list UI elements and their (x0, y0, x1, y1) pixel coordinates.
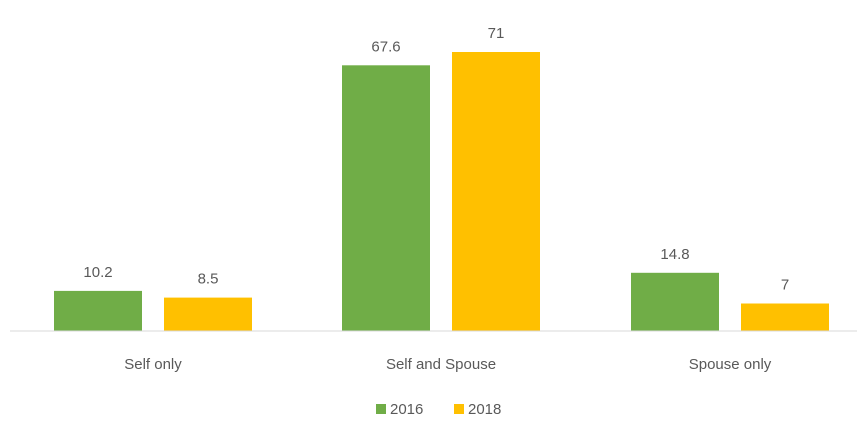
data-label-2016-self-and-spouse: 67.6 (371, 38, 400, 55)
x-tick-label-self-only: Self only (124, 356, 182, 373)
data-labels-group: 10.2 67.6 14.8 8.5 71 7 (83, 25, 789, 294)
bar-2016-self-and-spouse (342, 65, 430, 332)
bar-2018-self-and-spouse (452, 52, 540, 331)
bar-2016-spouse-only (631, 272, 719, 331)
data-label-2018-self-only: 8.5 (198, 271, 219, 288)
x-tick-label-self-and-spouse: Self and Spouse (386, 356, 496, 373)
legend-swatch-2016 (376, 404, 386, 414)
category-labels-group: Self only Self and Spouse Spouse only (124, 356, 772, 373)
legend-swatch-2018 (454, 404, 464, 414)
legend-label-2016: 2016 (390, 401, 423, 418)
data-label-2018-spouse-only: 7 (781, 277, 789, 294)
bar-2018-spouse-only (741, 303, 829, 331)
legend-label-2018: 2018 (468, 401, 501, 418)
bars-group (54, 52, 829, 332)
legend: 2016 2018 (376, 401, 501, 418)
x-tick-label-spouse-only: Spouse only (689, 356, 772, 373)
bar-2018-self-only (164, 297, 252, 331)
bar-2016-self-only (54, 290, 142, 331)
data-label-2018-self-and-spouse: 71 (488, 25, 505, 42)
data-label-2016-spouse-only: 14.8 (660, 246, 689, 263)
data-label-2016-self-only: 10.2 (83, 264, 112, 281)
